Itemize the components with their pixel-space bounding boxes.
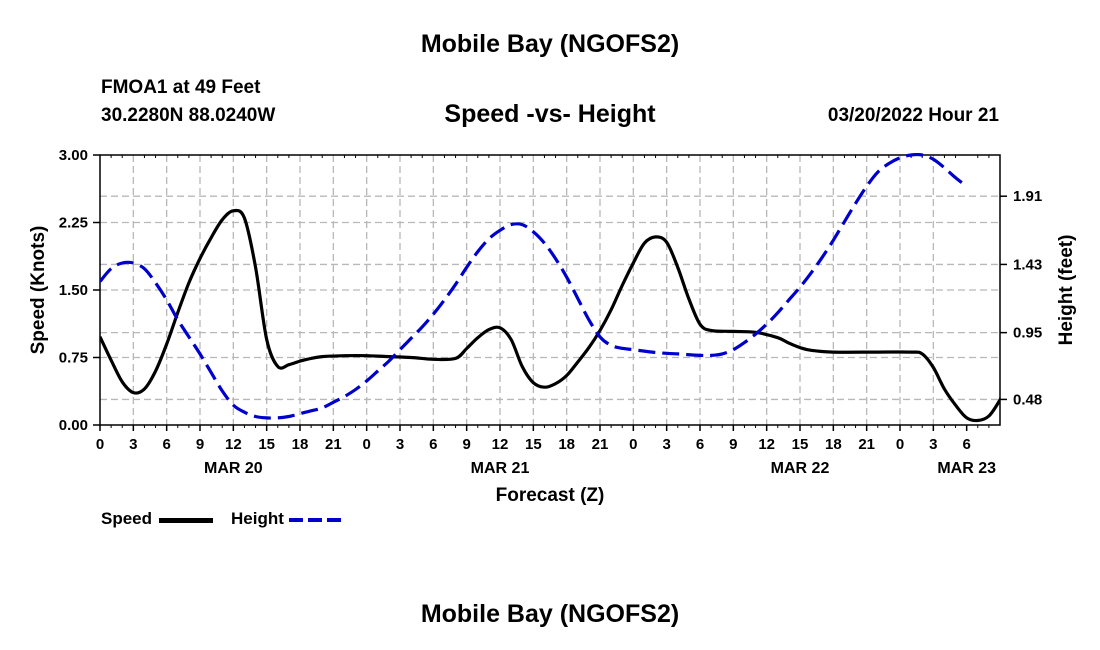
x-tick-label: 12 [225, 436, 242, 453]
x-tick-label: 0 [96, 436, 104, 453]
legend-speed-swatch [159, 518, 213, 523]
forecast-date: 03/20/2022 Hour 21 [827, 105, 999, 126]
x-tick-label: 6 [696, 436, 704, 453]
y2-tick-label: 1.43 [1013, 256, 1042, 273]
y2-tick-label: 0.48 [1013, 391, 1042, 408]
y-tick-label: 3.00 [59, 147, 88, 164]
x-tick-label: 12 [492, 436, 509, 453]
y-tick-label: 0.00 [59, 417, 88, 434]
x-tick-label: 9 [462, 436, 470, 453]
day-label: MAR 21 [471, 460, 530, 477]
y2-tick-label: 0.95 [1013, 325, 1042, 342]
x-tick-label: 3 [396, 436, 404, 453]
series-line-speed [100, 208, 1000, 423]
x-tick-label: 0 [896, 436, 904, 453]
x-tick-label: 6 [962, 436, 970, 453]
station-coordinates: 30.2280N 88.0240W [101, 105, 276, 126]
legend-height-label: Height [231, 509, 284, 528]
x-tick-label: 18 [825, 436, 842, 453]
plot-frame [99, 154, 1001, 426]
x-tick-label: 3 [129, 436, 137, 453]
legend-height-swatch [289, 518, 343, 522]
day-label: MAR 20 [204, 460, 263, 477]
y-tick-label: 2.25 [59, 215, 88, 232]
x-tick-label: 18 [292, 436, 309, 453]
x-tick-label: 9 [729, 436, 737, 453]
x-tick-label: 21 [592, 436, 609, 453]
bottom-title: Mobile Bay (NGOFS2) [420, 600, 680, 628]
chart-title: Speed -vs- Height [444, 100, 656, 128]
y-tick-label: 1.50 [59, 282, 88, 299]
x-tick-label: 3 [662, 436, 670, 453]
x-tick-label: 21 [858, 436, 875, 453]
y2-tick-label: 1.91 [1013, 188, 1042, 205]
legend-speed-label: Speed [101, 509, 153, 528]
x-tick-label: 3 [929, 436, 937, 453]
x-tick-label: 0 [362, 436, 370, 453]
x-tick-label: 0 [629, 436, 637, 453]
top-title: Mobile Bay (NGOFS2) [420, 30, 680, 58]
day-label: MAR 23 [937, 460, 996, 477]
x-tick-label: 15 [525, 436, 542, 453]
y-axis-title: Speed (Knots) [28, 226, 49, 355]
y-tick-label: 0.75 [59, 350, 88, 367]
x-tick-label: 6 [162, 436, 170, 453]
y2-axis-title: Height (feet) [1056, 235, 1077, 346]
x-tick-label: 6 [429, 436, 437, 453]
station-label: FMOA1 at 49 Feet [101, 77, 261, 98]
x-tick-label: 12 [758, 436, 775, 453]
x-tick-label: 9 [196, 436, 204, 453]
day-label: MAR 22 [771, 460, 830, 477]
series-line-height [100, 153, 968, 420]
x-tick-label: 18 [558, 436, 575, 453]
x-axis-title: Forecast (Z) [496, 485, 605, 506]
x-tick-label: 21 [325, 436, 342, 453]
x-tick-label: 15 [792, 436, 809, 453]
x-tick-label: 15 [258, 436, 275, 453]
